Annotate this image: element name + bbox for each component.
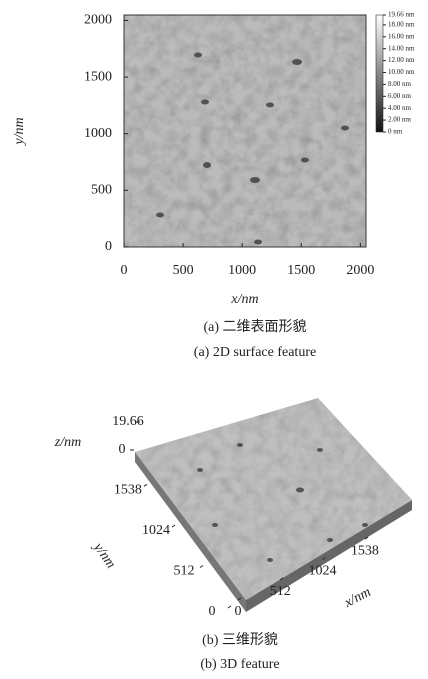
- colorbar-tick-label: 0 nm: [388, 128, 403, 136]
- y-tick-label: 1538: [114, 483, 142, 498]
- z-axis-label: z/nm: [54, 435, 81, 450]
- y-tick-label: 2000: [84, 13, 112, 28]
- x-tick-label: 500: [173, 263, 194, 278]
- colorbar-tick-label: 4.00 nm: [388, 104, 412, 112]
- colorbar-tick-label: 8.00 nm: [388, 80, 412, 88]
- x-tick-label: 1500: [287, 263, 315, 278]
- colorbar-tick-label: 19.66 nm: [388, 11, 415, 19]
- y-tick-label: 1500: [84, 69, 112, 84]
- afm-texture: [124, 15, 366, 247]
- y-tick-label: 1000: [84, 126, 112, 141]
- colorbar-tick-label: 10.00 nm: [388, 68, 415, 76]
- y-tick-label: 0: [209, 604, 216, 619]
- y-tick: [200, 566, 203, 568]
- y-tick-label: 1024: [142, 523, 170, 538]
- colorbar-tick-label: 14.00 nm: [388, 44, 415, 52]
- y-tick-label: 512: [174, 564, 195, 579]
- x-tick-label: 512: [270, 584, 291, 599]
- z-tick-label: 0: [119, 442, 126, 457]
- y-axis-label: y/nm: [12, 117, 27, 146]
- y-tick: [228, 606, 231, 608]
- y-tick-label: 500: [91, 183, 112, 198]
- x-tick-label: 0: [121, 263, 128, 278]
- caption: (a) 2D surface feature: [194, 345, 316, 360]
- caption: (a) 二维表面形貌: [203, 319, 306, 335]
- x-tick-label: 1538: [351, 543, 379, 558]
- colorbar-tick-label: 2.00 nm: [388, 116, 412, 124]
- y-tick: [144, 484, 147, 486]
- colorbar: [376, 15, 383, 132]
- x-tick-label: 1000: [228, 263, 256, 278]
- caption: (b) 3D feature: [200, 657, 279, 672]
- figure: x/nm y/nm z/nm y/nm x/nm 0 500 1000 1500 200…: [0, 0, 428, 679]
- colorbar-tick-label: 18.00 nm: [388, 20, 415, 28]
- colorbar-tick-label: 12.00 nm: [388, 56, 415, 64]
- x-tick-label: 2000: [346, 263, 374, 278]
- y-tick-label: 0: [105, 239, 112, 254]
- colorbar-tick-label: 16.00 nm: [388, 32, 415, 40]
- caption: (b) 三维形貌: [202, 632, 278, 648]
- x-axis-label: x/nm: [230, 292, 258, 307]
- x-axis-label: x/nm: [341, 585, 373, 611]
- y-axis-label: y/nm: [89, 539, 118, 572]
- x-tick-label: 1024: [309, 564, 337, 579]
- y-tick: [172, 525, 175, 527]
- x-tick-label: 0: [235, 604, 242, 619]
- z-tick-label: 19.66: [112, 414, 144, 429]
- colorbar-tick-label: 6.00 nm: [388, 92, 412, 100]
